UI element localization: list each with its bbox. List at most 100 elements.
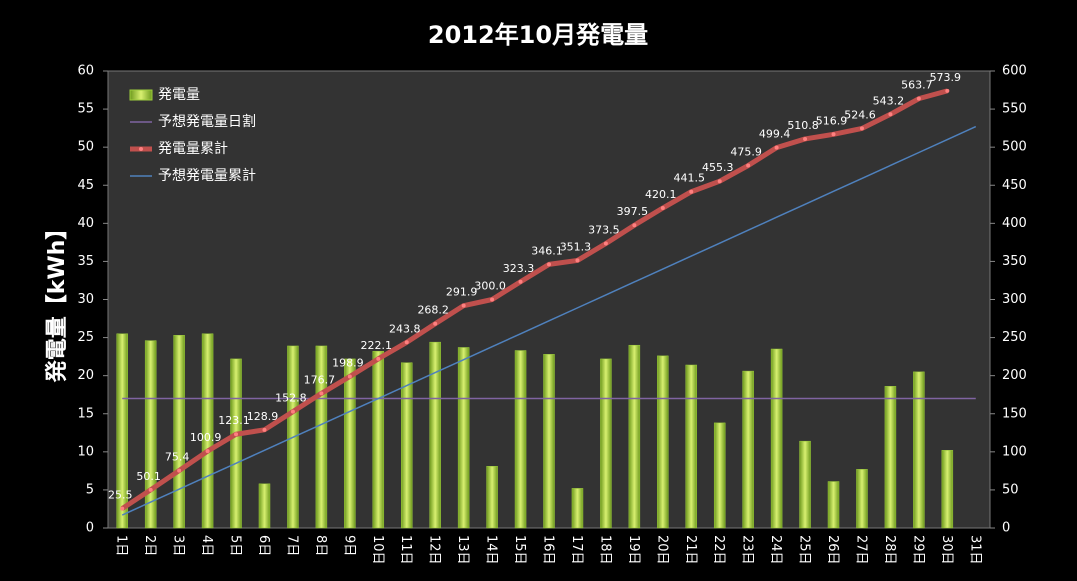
- point-marker: [916, 96, 921, 101]
- point-marker: [319, 391, 324, 396]
- data-label: 441.5: [674, 172, 706, 185]
- bar: [230, 358, 242, 529]
- x-tick-label: 6日: [256, 535, 271, 556]
- y-axis-label: 発電量【kWh】: [45, 218, 70, 384]
- data-label: 100.9: [190, 431, 222, 444]
- y-tick-label: 35: [77, 254, 94, 269]
- bar: [799, 440, 811, 529]
- point-marker: [746, 163, 751, 168]
- bar: [913, 371, 925, 529]
- y2-tick-label: 600: [1002, 64, 1027, 79]
- data-label: 524.6: [844, 108, 876, 121]
- y2-tick-label: 400: [1002, 216, 1027, 231]
- bar: [884, 386, 897, 529]
- bar: [713, 422, 726, 529]
- y-tick-label: 20: [77, 368, 94, 383]
- x-tick-label: 14日: [484, 535, 499, 565]
- bar: [400, 362, 413, 529]
- y2-tick-label: 450: [1002, 178, 1027, 193]
- bar: [628, 344, 641, 529]
- point-marker: [461, 303, 466, 308]
- data-label: 346.1: [531, 244, 563, 257]
- x-tick-label: 27日: [853, 535, 868, 565]
- y-tick-label: 45: [77, 178, 94, 193]
- legend-label: 予想発電量日割: [158, 113, 256, 130]
- data-label: 420.1: [645, 188, 677, 201]
- data-label: 123.1: [218, 414, 250, 427]
- point-marker: [262, 427, 267, 432]
- point-marker: [290, 409, 295, 414]
- y-tick-label: 0: [86, 521, 94, 536]
- data-label: 455.3: [702, 161, 734, 174]
- x-tick-label: 26日: [825, 535, 840, 565]
- data-label: 198.9: [332, 357, 364, 370]
- y2-tick-label: 500: [1002, 140, 1027, 155]
- x-tick-label: 16日: [541, 535, 556, 565]
- bar: [315, 345, 328, 529]
- data-label: 499.4: [759, 128, 791, 141]
- y-tick-label: 50: [77, 140, 94, 155]
- series-line: [121, 125, 977, 516]
- y-tick-label: 25: [77, 330, 94, 345]
- bar: [657, 355, 669, 529]
- bar: [856, 469, 868, 529]
- point-marker: [347, 374, 352, 379]
- data-label: 573.9: [930, 71, 962, 84]
- point-marker: [888, 112, 893, 117]
- x-tick-label: 18日: [597, 535, 612, 565]
- y-tick-label: 60: [77, 64, 94, 79]
- data-label: 563.7: [901, 79, 933, 92]
- y2-tick-label: 250: [1002, 330, 1027, 345]
- data-label: 75.4: [165, 451, 190, 464]
- data-label: 351.3: [560, 240, 592, 253]
- point-marker: [433, 321, 438, 326]
- point-marker: [803, 136, 808, 141]
- y2-tick-label: 50: [1002, 482, 1019, 497]
- x-tick-label: 12日: [427, 535, 442, 565]
- data-label: 510.8: [787, 119, 819, 132]
- point-marker: [148, 487, 153, 492]
- point-marker: [490, 297, 495, 302]
- data-label: 543.2: [873, 94, 905, 107]
- data-label: 128.9: [247, 410, 279, 423]
- y2-tick-label: 200: [1002, 368, 1027, 383]
- bar: [770, 348, 783, 529]
- bar: [372, 351, 385, 529]
- bar: [457, 347, 470, 529]
- legend-marker: [139, 147, 143, 151]
- y2-tick-label: 550: [1002, 102, 1027, 117]
- point-marker: [205, 449, 210, 454]
- x-tick-label: 7日: [284, 535, 299, 556]
- x-tick-label: 8日: [313, 535, 328, 556]
- point-marker: [547, 262, 551, 267]
- x-tick-label: 29日: [910, 535, 925, 565]
- bar: [685, 364, 698, 529]
- x-tick-label: 24日: [768, 535, 783, 565]
- bar: [514, 350, 527, 529]
- x-tick-label: 9日: [341, 535, 356, 556]
- x-tick-label: 11日: [398, 535, 413, 565]
- point-marker: [603, 241, 608, 246]
- bar: [258, 483, 271, 529]
- bar: [600, 358, 612, 529]
- x-tick-label: 3日: [171, 535, 186, 556]
- bar: [116, 333, 128, 529]
- y-tick-label: 5: [86, 482, 94, 497]
- bar: [827, 481, 840, 529]
- y2-tick-label: 350: [1002, 254, 1027, 269]
- series-line: [120, 88, 948, 511]
- data-label: 397.5: [617, 205, 649, 218]
- chart-title: 2012年10月発電量: [428, 21, 648, 49]
- x-tick-label: 15日: [512, 535, 527, 565]
- y-tick-label: 55: [77, 102, 94, 117]
- point-marker: [518, 279, 523, 284]
- bar: [486, 466, 498, 529]
- bar: [144, 340, 157, 529]
- y2-tick-label: 150: [1002, 406, 1027, 421]
- y2-tick-label: 0: [1002, 521, 1010, 536]
- y2-tick-label: 300: [1002, 292, 1027, 307]
- x-tick-label: 2日: [142, 535, 157, 556]
- point-marker: [177, 468, 182, 473]
- x-tick-label: 10日: [370, 535, 385, 565]
